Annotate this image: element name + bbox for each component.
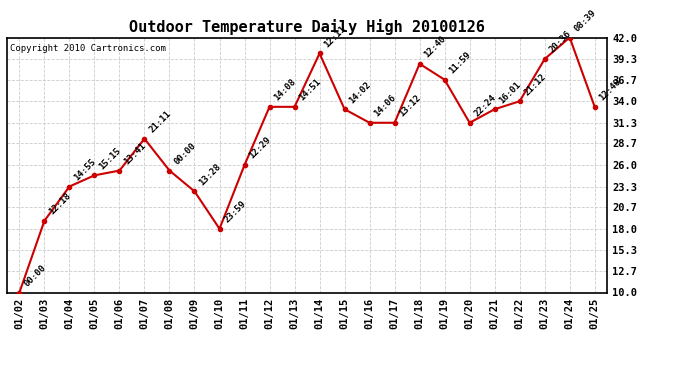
Text: 22:24: 22:24 xyxy=(473,93,497,118)
Text: 14:02: 14:02 xyxy=(347,80,373,105)
Text: 12:18: 12:18 xyxy=(47,191,72,217)
Title: Outdoor Temperature Daily High 20100126: Outdoor Temperature Daily High 20100126 xyxy=(129,19,485,35)
Text: 16:01: 16:01 xyxy=(497,80,523,105)
Text: 12:11: 12:11 xyxy=(322,24,348,49)
Text: 00:00: 00:00 xyxy=(22,263,48,288)
Text: 20:36: 20:36 xyxy=(547,30,573,55)
Text: 13:12: 13:12 xyxy=(397,93,423,118)
Text: 21:11: 21:11 xyxy=(147,109,172,135)
Text: 12:29: 12:29 xyxy=(247,135,273,161)
Text: 14:06: 14:06 xyxy=(373,93,397,118)
Text: 11:59: 11:59 xyxy=(447,50,473,76)
Text: 00:00: 00:00 xyxy=(172,141,197,166)
Text: 14:51: 14:51 xyxy=(297,77,323,103)
Text: 15:15: 15:15 xyxy=(97,146,123,171)
Text: Copyright 2010 Cartronics.com: Copyright 2010 Cartronics.com xyxy=(10,44,166,53)
Text: 23:59: 23:59 xyxy=(222,199,248,225)
Text: 21:12: 21:12 xyxy=(522,72,548,97)
Text: 13:28: 13:28 xyxy=(197,162,223,187)
Text: 13:41: 13:41 xyxy=(122,141,148,166)
Text: 12:40: 12:40 xyxy=(422,34,448,60)
Text: 08:39: 08:39 xyxy=(573,8,598,33)
Text: 14:55: 14:55 xyxy=(72,157,97,182)
Text: 14:08: 14:08 xyxy=(273,77,297,103)
Text: 12:48: 12:48 xyxy=(598,77,623,103)
